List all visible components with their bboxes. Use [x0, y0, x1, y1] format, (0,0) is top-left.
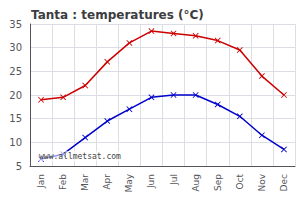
svg-text:Aug: Aug: [191, 174, 201, 192]
svg-text:Apr: Apr: [102, 174, 112, 190]
svg-text:Jul: Jul: [169, 174, 179, 186]
svg-text:25: 25: [9, 66, 22, 77]
svg-text:15: 15: [9, 113, 22, 124]
svg-text:35: 35: [9, 19, 22, 30]
svg-text:Dec: Dec: [279, 174, 289, 191]
svg-text:5: 5: [16, 161, 22, 172]
svg-text:Oct: Oct: [235, 174, 245, 190]
svg-text:Jan: Jan: [36, 174, 46, 189]
svg-text:Feb: Feb: [58, 174, 68, 190]
svg-text:Tanta : temperatures (°C): Tanta : temperatures (°C): [31, 8, 204, 22]
svg-text:20: 20: [9, 90, 22, 101]
svg-text:Sep: Sep: [213, 174, 223, 191]
svg-text:Mar: Mar: [80, 174, 90, 191]
svg-text:Jun: Jun: [146, 174, 156, 189]
svg-text:www.allmetsat.com: www.allmetsat.com: [39, 152, 121, 161]
svg-text:May: May: [124, 173, 134, 192]
svg-text:10: 10: [9, 137, 22, 148]
svg-text:Nov: Nov: [257, 173, 267, 191]
svg-text:30: 30: [9, 42, 22, 53]
